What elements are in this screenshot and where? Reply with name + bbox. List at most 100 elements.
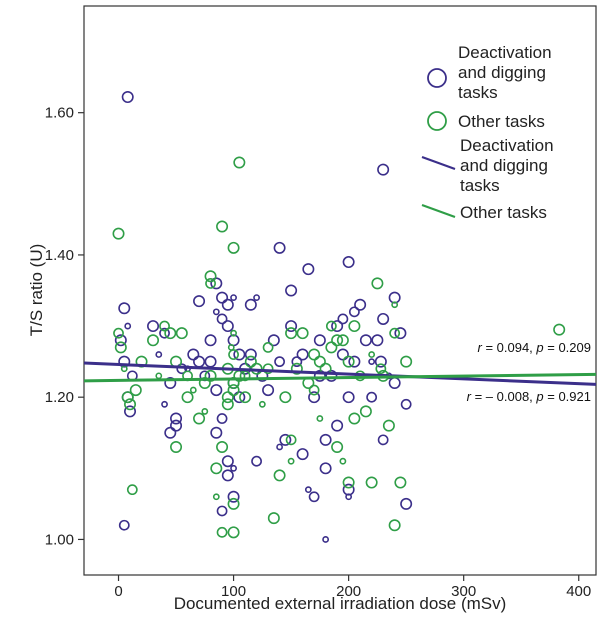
deactivation-point	[342, 391, 355, 404]
y-tick-label: 1.60	[45, 105, 74, 122]
deactivation-point	[227, 334, 240, 347]
deactivation-point	[313, 334, 326, 347]
other-tasks-point	[212, 493, 220, 501]
deactivation-point	[377, 163, 390, 176]
deactivation-point	[193, 295, 206, 308]
other-tasks-point	[198, 376, 211, 389]
deactivation-point	[388, 376, 401, 389]
other-tasks-point	[262, 341, 274, 353]
deactivation-point	[354, 298, 367, 311]
deactivation-point	[124, 405, 137, 418]
other-tasks-point	[258, 400, 266, 408]
legend-label-deactivation: Deactivation and digging tasks	[458, 43, 552, 102]
plot-frame	[83, 5, 597, 576]
legend-marker-other	[427, 111, 447, 131]
other-tasks-point	[285, 327, 298, 340]
x-tick-label: 200	[336, 583, 361, 600]
deactivation-point	[233, 391, 246, 404]
other-tasks-point	[112, 227, 125, 240]
other-tasks-point	[287, 457, 295, 465]
other-tasks-point	[221, 398, 234, 411]
deactivation-point	[331, 320, 344, 333]
other-tasks-point	[114, 341, 127, 354]
deactivation-point	[221, 320, 234, 333]
legend-line-deactivation	[421, 155, 456, 171]
other-tasks-point	[325, 320, 337, 332]
other-tasks-point	[285, 434, 297, 446]
deactivation-point	[337, 313, 349, 325]
deactivation-point	[193, 355, 206, 368]
annotations: r = 0.094, p = 0.209 r = – 0.008, p = 0.9…	[467, 340, 591, 404]
deactivation-point	[147, 320, 160, 333]
other-tasks-point	[228, 349, 239, 360]
deactivation-point	[210, 384, 223, 397]
deactivation-point	[114, 334, 127, 347]
deactivation-point	[233, 348, 246, 361]
deactivation-point	[204, 334, 217, 347]
deactivation-point	[170, 419, 183, 432]
deactivation-point	[155, 351, 163, 358]
deactivation-point	[400, 398, 412, 410]
deactivation-point	[374, 355, 387, 368]
other-tasks-point	[342, 476, 355, 489]
deactivation-point	[348, 355, 361, 368]
deactivation-point	[319, 462, 332, 475]
deactivation-point	[262, 384, 275, 397]
deactivation-point	[285, 284, 298, 297]
deactivation-point	[368, 358, 376, 366]
deactivation-point	[296, 448, 309, 461]
deactivation-point	[285, 320, 298, 333]
deactivation-point	[308, 391, 321, 404]
deactivation-point	[216, 413, 228, 424]
other-tasks-point	[113, 327, 124, 339]
deactivation-point	[230, 294, 237, 302]
deactivation-point	[187, 348, 200, 361]
other-tasks-point	[159, 320, 170, 332]
deactivation-point	[221, 469, 234, 482]
deactivation-point	[291, 356, 303, 368]
other-tasks-point	[233, 156, 246, 169]
other-tasks-point	[129, 384, 142, 397]
annotation-other-stats: r = – 0.008, p = 0.921	[467, 389, 591, 404]
other-tasks-point	[382, 419, 395, 432]
x-tick-label: 300	[451, 583, 476, 600]
deactivation-point	[204, 355, 217, 368]
other-tasks-point	[170, 440, 183, 453]
other-tasks-point	[175, 327, 188, 340]
other-tasks-point	[279, 391, 292, 404]
deactivation-point	[216, 291, 229, 304]
deactivation-point	[267, 334, 280, 347]
other-tasks-point	[227, 526, 240, 539]
other-tasks-point	[375, 363, 387, 375]
other-tasks-point	[391, 301, 399, 309]
deactivation-point	[377, 434, 389, 446]
other-tasks-point	[193, 412, 206, 425]
deactivation-point	[118, 302, 131, 315]
other-tasks-point	[359, 405, 372, 418]
y-tick-label: 1.00	[45, 531, 74, 548]
other-tasks-point	[308, 384, 320, 396]
other-tasks-point	[325, 341, 338, 354]
other-tasks-point	[216, 440, 229, 453]
other-tasks-point	[216, 526, 228, 538]
deactivation-point	[302, 263, 315, 276]
deactivation-point	[244, 298, 257, 311]
other-tasks-point	[296, 327, 309, 340]
deactivation-point	[366, 391, 378, 403]
deactivation-point	[296, 348, 309, 361]
deactivation-point	[371, 334, 384, 347]
other-tasks-point	[204, 270, 217, 283]
other-tasks-point	[267, 512, 280, 525]
deactivation-point	[336, 348, 349, 361]
other-tasks-point	[389, 327, 401, 339]
deactivation-point	[388, 291, 401, 304]
other-tasks-point	[205, 277, 216, 289]
other-tasks-point	[124, 398, 137, 411]
other-tasks-point	[204, 369, 217, 382]
legend-line-other	[421, 203, 456, 219]
deactivation-point	[227, 490, 240, 503]
legend-line-label-deactivation: Deactivation and digging tasks	[460, 136, 554, 195]
other-tasks-point	[216, 220, 229, 233]
other-tasks-point	[365, 476, 378, 489]
other-tasks-point	[230, 329, 237, 337]
